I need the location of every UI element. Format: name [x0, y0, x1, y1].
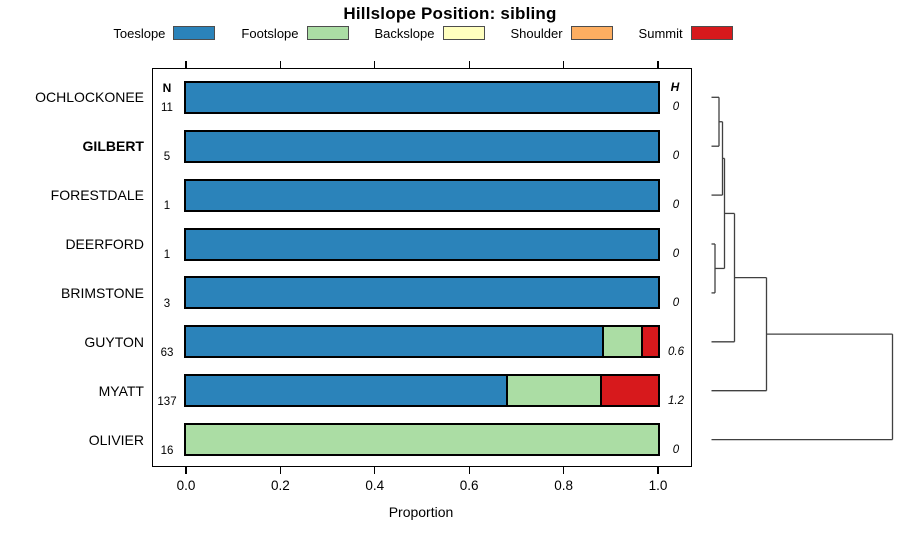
- series-label: GILBERT: [82, 138, 144, 155]
- series-label: MYATT: [98, 382, 144, 399]
- series-h-value: 0: [672, 248, 680, 260]
- series-h-value: 0.6: [668, 345, 684, 358]
- plot-border: [151, 68, 692, 467]
- legend-swatch: [306, 26, 349, 40]
- x-axis-tick: [185, 466, 187, 475]
- bar-segment-footslope: [508, 376, 602, 406]
- x-axis-tick-label: 1.0: [648, 478, 668, 493]
- x-axis-tick-label: 0.2: [271, 478, 290, 493]
- series-bar: [184, 423, 660, 457]
- x-axis-tick-label: 0.8: [554, 478, 573, 493]
- legend-label: Shoulder: [510, 25, 563, 41]
- legend-swatch: [442, 26, 485, 40]
- x-axis-tick: [563, 466, 565, 475]
- legend-swatch: [173, 26, 216, 40]
- series-label: FORESTDALE: [50, 187, 144, 204]
- series-bar: [184, 80, 660, 114]
- series-n-value: 16: [160, 444, 174, 457]
- bar-segment-toeslope: [186, 327, 604, 357]
- bar-segment-toeslope: [186, 278, 658, 308]
- series-n-value: 137: [157, 395, 177, 408]
- legend-item: Summit: [639, 26, 733, 41]
- x-axis-tick: [468, 466, 470, 475]
- series-n-value: 63: [160, 346, 174, 359]
- series-bar: [184, 374, 660, 408]
- legend-swatch: [690, 26, 733, 40]
- series-h-value: 0: [672, 199, 680, 212]
- x-axis-title: Proportion: [388, 504, 454, 520]
- x-axis-tick-top: [563, 60, 565, 69]
- legend-swatch: [570, 26, 613, 40]
- series-label: DEERFORD: [65, 236, 144, 252]
- bar-segment-summit: [642, 327, 658, 357]
- series-n-value: 5: [163, 151, 171, 164]
- x-axis-tick: [374, 466, 376, 475]
- bar-segment-toeslope: [186, 229, 658, 259]
- series-n-value: 1: [163, 249, 171, 261]
- x-axis-tick: [279, 466, 281, 475]
- legend-label: Backslope: [374, 25, 435, 41]
- bar-segment-footslope: [603, 327, 643, 357]
- series-bar: [184, 325, 660, 359]
- legend-item: Backslope: [375, 26, 485, 41]
- x-axis-tick-top: [279, 60, 281, 69]
- x-axis-tick-top: [657, 60, 659, 69]
- x-axis-tick-top: [185, 60, 187, 69]
- legend-item: Toeslope: [113, 25, 216, 41]
- legend-label: Summit: [638, 25, 683, 41]
- series-bar: [184, 227, 660, 261]
- legend: Toeslope Footslope Backslope Shoulder Summit: [60, 23, 786, 43]
- legend-item: Footslope: [241, 25, 349, 41]
- series-h-value: 0: [672, 150, 680, 163]
- legend-label: Toeslope: [113, 25, 166, 41]
- bar-segment-toeslope: [186, 131, 658, 161]
- bar-segment-toeslope: [186, 376, 509, 406]
- series-label: BRIMSTONE: [61, 284, 144, 301]
- bar-segment-toeslope: [186, 180, 658, 210]
- legend-item: Shoulder: [511, 26, 613, 41]
- n-column-header: N: [162, 81, 172, 95]
- series-n-value: 3: [163, 297, 171, 310]
- series-h-value: 0: [672, 443, 680, 456]
- series-bar: [184, 276, 660, 310]
- bar-segment-toeslope: [186, 82, 658, 112]
- series-h-value: 0: [672, 101, 680, 114]
- series-label: GUYTON: [84, 333, 144, 350]
- x-axis-tick-top: [374, 60, 376, 69]
- h-column-header: H: [670, 80, 680, 94]
- bar-segment-footslope: [186, 425, 658, 455]
- series-label: OLIVIER: [88, 431, 144, 448]
- x-axis-tick-label: 0.0: [176, 478, 196, 493]
- x-axis-tick-label: 0.6: [459, 478, 479, 493]
- series-label: OCHLOCKONEE: [35, 89, 144, 106]
- series-n-value: 11: [161, 102, 173, 115]
- legend-label: Footslope: [241, 25, 299, 41]
- x-axis-tick: [657, 466, 659, 475]
- bar-segment-summit: [601, 376, 658, 406]
- series-n-value: 1: [163, 200, 171, 213]
- series-h-value: 1.2: [668, 394, 684, 407]
- x-axis-tick-top: [468, 60, 470, 69]
- series-h-value: 0: [672, 296, 680, 309]
- series-bar: [184, 178, 660, 212]
- x-axis-tick-label: 0.4: [365, 478, 385, 493]
- chart-title: Hillslope Position: sibling: [343, 4, 557, 23]
- series-bar: [184, 129, 660, 163]
